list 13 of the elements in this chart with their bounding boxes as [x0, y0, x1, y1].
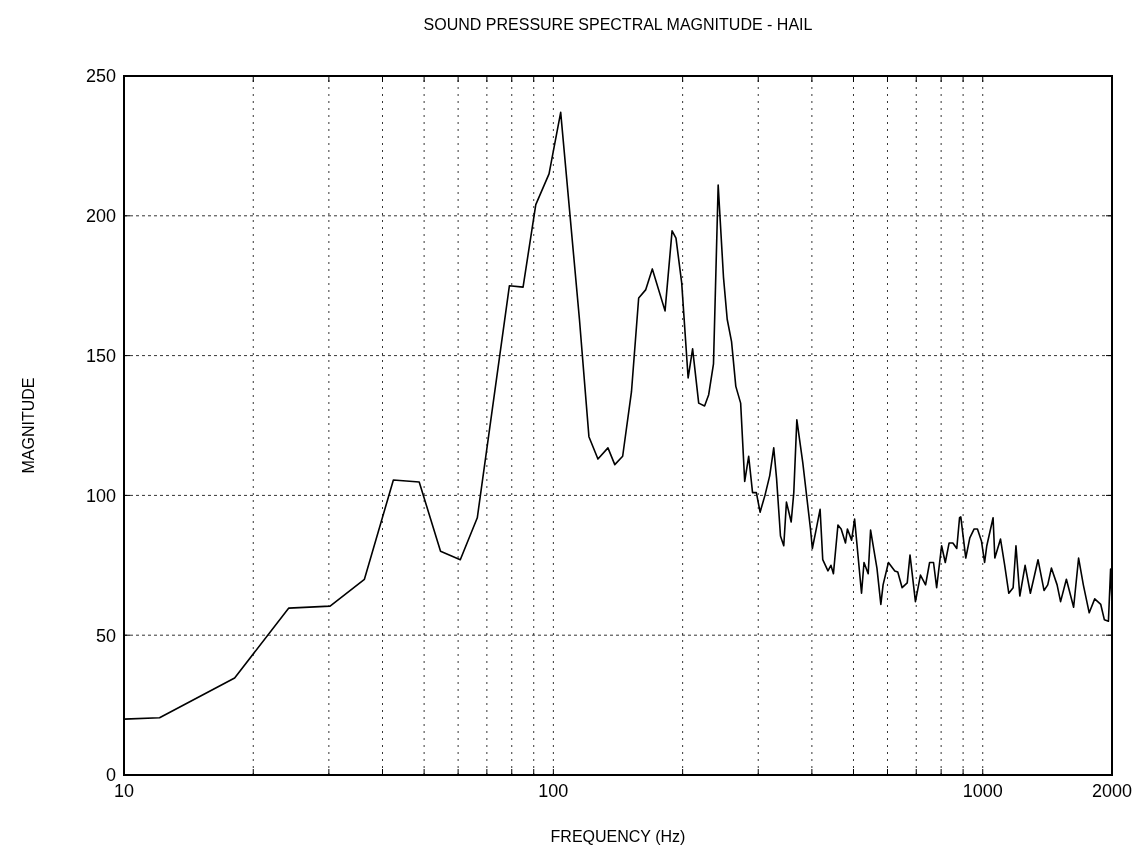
y-tick-label: 50 — [95, 625, 116, 646]
y-tick-label: 100 — [85, 485, 116, 506]
x-tick-label: 1000 — [962, 781, 1003, 801]
y-tick-label: 250 — [85, 66, 116, 87]
x-tick-label: 100 — [538, 781, 569, 801]
y-tick-label: 0 — [105, 765, 116, 786]
x-tick-label: 2000 — [1091, 781, 1133, 801]
x-tick-label: 10 — [113, 781, 135, 801]
y-tick-label: 200 — [85, 206, 116, 227]
x-axis-title: FREQUENCY (Hz) — [550, 828, 686, 845]
y-axis-title: MAGNITUDE — [20, 377, 37, 474]
chart-title: SOUND PRESSURE SPECTRAL MAGNITUDE - HAIL — [423, 16, 813, 33]
y-tick-label: 150 — [85, 345, 116, 366]
